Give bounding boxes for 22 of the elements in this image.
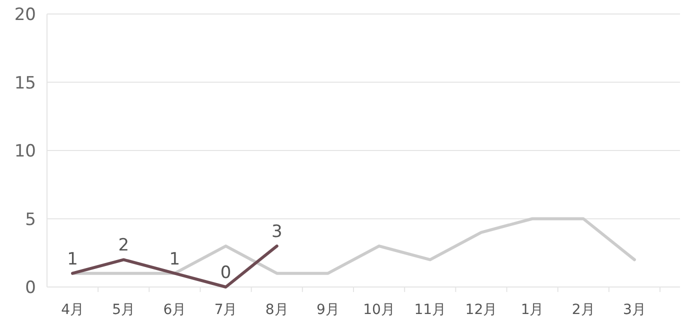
data-label: 3 [271, 222, 282, 242]
y-tick-label: 0 [25, 278, 36, 298]
x-tick-label: 2月 [572, 302, 595, 318]
x-tick-label: 12月 [465, 302, 498, 318]
y-tick-label: 15 [14, 73, 36, 94]
y-tick-label: 10 [14, 142, 36, 162]
x-tick-label: 11月 [414, 302, 446, 318]
data-label: 2 [118, 236, 130, 256]
data-label: 0 [220, 263, 232, 283]
x-tick-label: 6月 [163, 302, 186, 318]
x-tick-label: 10月 [363, 302, 395, 318]
x-tick-label: 3月 [622, 302, 646, 318]
y-tick-label: 5 [25, 210, 36, 230]
y-tick-label: 20 [14, 5, 36, 25]
x-tick-label: 1月 [520, 302, 544, 318]
x-tick-label: 7月 [214, 302, 238, 318]
x-tick-label: 8月 [265, 302, 288, 318]
x-tick-label: 4月 [61, 302, 84, 318]
x-tick-label: 9月 [316, 302, 340, 318]
data-label: 1 [169, 249, 180, 270]
data-label: 1 [67, 249, 78, 270]
x-tick-label: 5月 [112, 302, 136, 318]
